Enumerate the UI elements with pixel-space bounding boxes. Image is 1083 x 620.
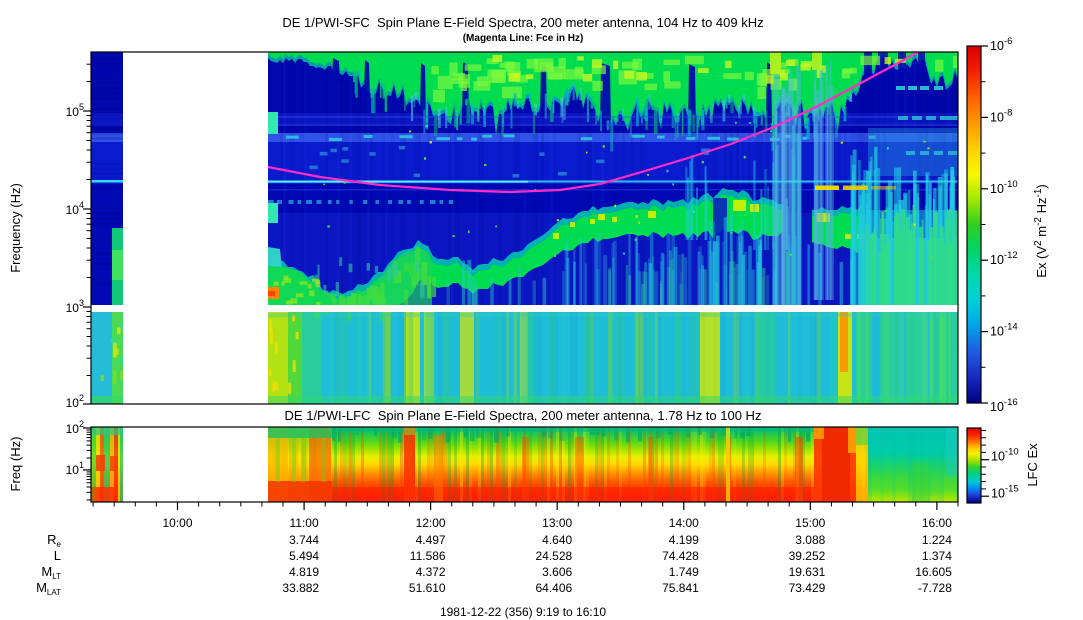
- svg-text:11:00: 11:00: [290, 516, 319, 530]
- svg-text:DE 1/PWI-LFC Spin Plane E-Fie: DE 1/PWI-LFC Spin Plane E-Field Spectra,…: [285, 408, 762, 423]
- svg-text:12:00: 12:00: [416, 516, 446, 530]
- svg-text:13:00: 13:00: [542, 516, 572, 530]
- svg-text:4.640: 4.640: [542, 533, 572, 547]
- svg-text:DE 1/PWI-SFC Spin Plane E-Fie: DE 1/PWI-SFC Spin Plane E-Field Spectra,…: [282, 15, 763, 30]
- svg-text:Frequency (Hz): Frequency (Hz): [8, 183, 23, 273]
- svg-text:5.494: 5.494: [289, 549, 319, 563]
- svg-text:64.406: 64.406: [535, 581, 572, 595]
- svg-text:1981-12-22 (356) 9:19 to 16:10: 1981-12-22 (356) 9:19 to 16:10: [440, 605, 606, 619]
- svg-text:4.199: 4.199: [669, 533, 699, 547]
- svg-text:-7.728: -7.728: [918, 581, 952, 595]
- svg-text:Freq (Hz): Freq (Hz): [8, 437, 23, 492]
- svg-text:10:00: 10:00: [162, 516, 192, 530]
- svg-text:3.088: 3.088: [795, 533, 825, 547]
- svg-text:MLAT: MLAT: [36, 580, 61, 597]
- svg-text:Re: Re: [47, 532, 61, 549]
- svg-text:Ex (V2 m-2 Hz-1): Ex (V2 m-2 Hz-1): [1033, 184, 1049, 277]
- svg-text:33.882: 33.882: [282, 581, 319, 595]
- svg-text:15:00: 15:00: [795, 516, 825, 530]
- svg-text:(Magenta Line: Fce in Hz): (Magenta Line: Fce in Hz): [463, 33, 584, 44]
- svg-text:L: L: [54, 548, 61, 563]
- svg-text:16:00: 16:00: [922, 516, 952, 530]
- svg-text:14:00: 14:00: [669, 516, 699, 530]
- svg-text:19.631: 19.631: [789, 565, 826, 579]
- svg-text:11.586: 11.586: [410, 549, 446, 563]
- svg-text:75.841: 75.841: [662, 581, 699, 595]
- svg-text:1.224: 1.224: [922, 533, 952, 547]
- svg-text:74.428: 74.428: [662, 549, 699, 563]
- svg-text:3.606: 3.606: [542, 565, 572, 579]
- svg-text:MLT: MLT: [41, 564, 61, 581]
- svg-text:1.749: 1.749: [669, 565, 699, 579]
- svg-text:LFC Ex: LFC Ex: [1025, 443, 1040, 487]
- svg-text:1.374: 1.374: [922, 549, 952, 563]
- svg-text:4.497: 4.497: [416, 533, 446, 547]
- svg-text:4.819: 4.819: [289, 565, 319, 579]
- svg-text:73.429: 73.429: [789, 581, 826, 595]
- svg-text:16.605: 16.605: [915, 565, 952, 579]
- svg-text:24.528: 24.528: [535, 549, 572, 563]
- svg-text:3.744: 3.744: [289, 533, 319, 547]
- svg-text:39.252: 39.252: [789, 549, 826, 563]
- svg-text:51.610: 51.610: [409, 581, 446, 595]
- svg-text:4.372: 4.372: [416, 565, 446, 579]
